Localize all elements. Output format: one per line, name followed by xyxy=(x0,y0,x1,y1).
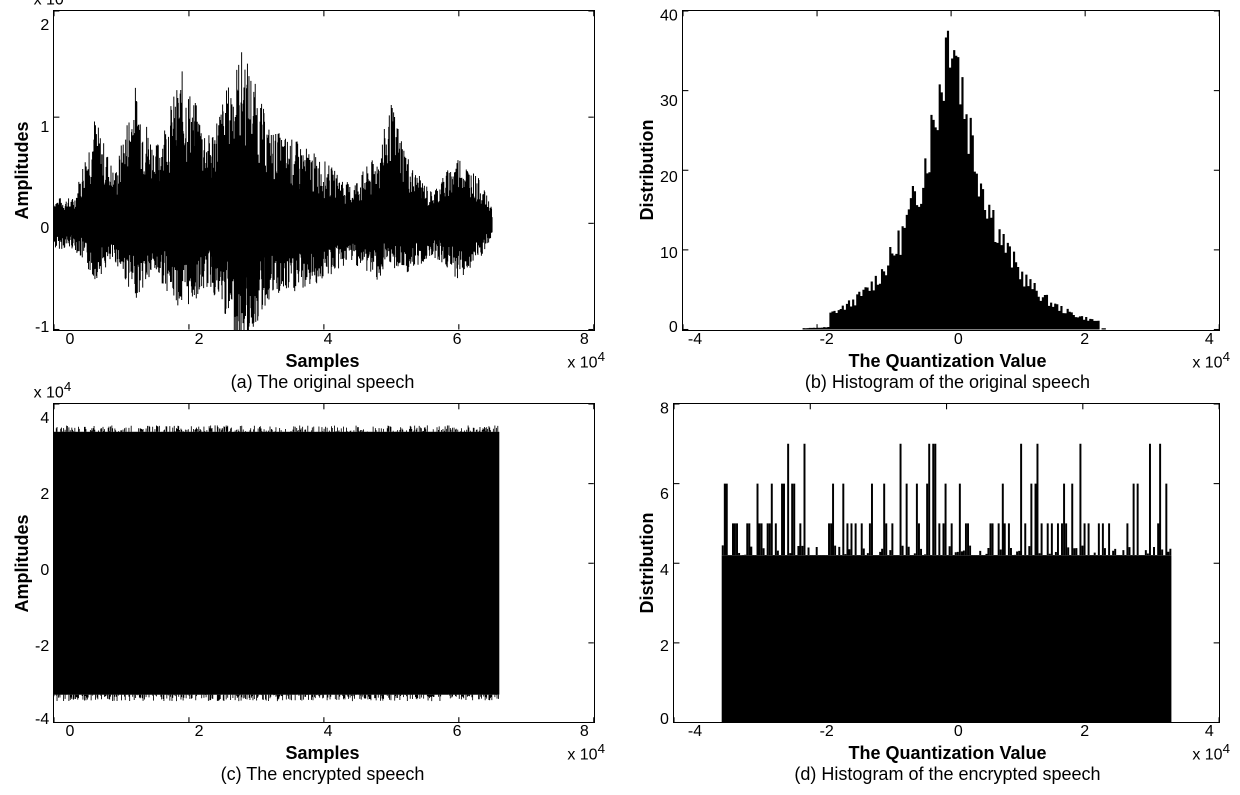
panel-b: Distribution 403020100 x 104 -4-2024 The… xyxy=(635,10,1220,393)
caption-a: (a) The original speech xyxy=(50,372,595,393)
panel-c: Amplitudes x 104 420-2-4 x 104 02468 Sam… xyxy=(10,403,595,786)
y-exponent-c: x 104 xyxy=(34,379,72,402)
tick-label: -2 xyxy=(35,639,49,655)
ylabel-d: Distribution xyxy=(635,403,660,724)
tick-label: -1 xyxy=(35,319,49,335)
ylabel-b: Distribution xyxy=(635,10,660,331)
ylabel-a: Amplitudes xyxy=(10,10,35,331)
xlabel-d: The Quantization Value xyxy=(675,743,1220,764)
tick-label: 0 xyxy=(954,723,963,741)
figure-grid: Amplitudes x 104 210-1 x 104 02468 Sampl… xyxy=(0,0,1240,795)
xlabel-b: The Quantization Value xyxy=(675,351,1220,372)
plot-b xyxy=(682,10,1220,331)
tick-label: 0 xyxy=(66,723,75,741)
panel-a: Amplitudes x 104 210-1 x 104 02468 Sampl… xyxy=(10,10,595,393)
tick-label: 0 xyxy=(954,331,963,349)
tick-label: 10 xyxy=(660,246,678,262)
yticks-a: x 104 210-1 xyxy=(35,10,53,331)
xticks-b: x 104 -4-2024 xyxy=(695,331,1220,349)
xlabel-a: Samples xyxy=(50,351,595,372)
plot-c xyxy=(53,403,595,724)
tick-label: 0 xyxy=(40,221,49,237)
plot-a xyxy=(53,10,595,331)
tick-label: 6 xyxy=(453,723,462,741)
x-exponent-a: x 104 xyxy=(567,349,605,372)
caption-c: (c) The encrypted speech xyxy=(50,764,595,785)
tick-label: 2 xyxy=(1080,331,1089,349)
tick-label: 20 xyxy=(660,170,678,186)
x-exponent-c: x 104 xyxy=(567,741,605,764)
tick-label: 6 xyxy=(660,487,669,503)
tick-label: 4 xyxy=(324,723,333,741)
yticks-b: 403020100 xyxy=(660,10,682,331)
yticks-d: 86420 xyxy=(660,403,673,724)
caption-d: (d) Histogram of the encrypted speech xyxy=(675,764,1220,785)
tick-label: 2 xyxy=(195,331,204,349)
panel-d: Distribution 86420 x 104 -4-2024 The Qua… xyxy=(635,403,1220,786)
tick-label: 4 xyxy=(40,411,49,427)
tick-label: 6 xyxy=(453,331,462,349)
tick-label: 30 xyxy=(660,94,678,110)
tick-label: 2 xyxy=(40,18,49,34)
xticks-d: x 104 -4-2024 xyxy=(695,723,1220,741)
xlabel-c: Samples xyxy=(50,743,595,764)
tick-label: 2 xyxy=(40,487,49,503)
tick-label: -4 xyxy=(35,712,49,728)
tick-label: 8 xyxy=(580,723,589,741)
tick-label: 4 xyxy=(324,331,333,349)
y-exponent-a: x 104 xyxy=(34,0,72,9)
xticks-a: x 104 02468 xyxy=(70,331,595,349)
tick-label: 40 xyxy=(660,8,678,24)
tick-label: 4 xyxy=(1205,331,1214,349)
tick-label: -2 xyxy=(820,331,834,349)
tick-label: 2 xyxy=(1080,723,1089,741)
tick-label: -4 xyxy=(688,723,702,741)
tick-label: 0 xyxy=(40,563,49,579)
tick-label: 0 xyxy=(660,712,669,728)
tick-label: 0 xyxy=(669,319,678,335)
plot-d xyxy=(673,403,1220,724)
tick-label: -2 xyxy=(820,723,834,741)
tick-label: 2 xyxy=(195,723,204,741)
xticks-c: x 104 02468 xyxy=(70,723,595,741)
tick-label: -4 xyxy=(688,331,702,349)
tick-label: 4 xyxy=(660,563,669,579)
tick-label: 1 xyxy=(40,120,49,136)
tick-label: 0 xyxy=(66,331,75,349)
tick-label: 8 xyxy=(660,401,669,417)
ylabel-c: Amplitudes xyxy=(10,403,35,724)
tick-label: 8 xyxy=(580,331,589,349)
x-exponent-b: x 104 xyxy=(1192,349,1230,372)
x-exponent-d: x 104 xyxy=(1192,741,1230,764)
tick-label: 4 xyxy=(1205,723,1214,741)
caption-b: (b) Histogram of the original speech xyxy=(675,372,1220,393)
tick-label: 2 xyxy=(660,639,669,655)
yticks-c: x 104 420-2-4 xyxy=(35,403,53,724)
